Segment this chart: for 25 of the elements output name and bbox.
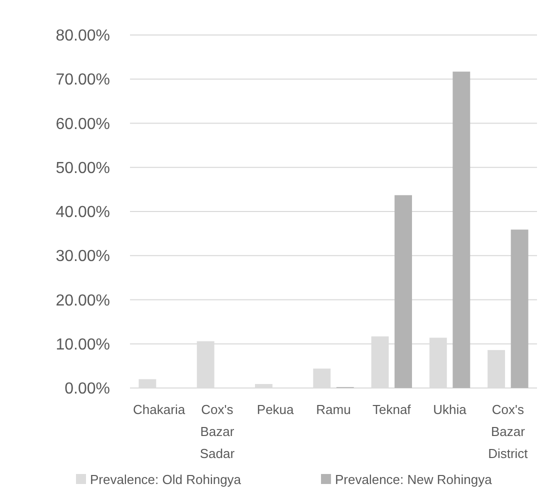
- x-tick-label: Cox's Bazar Sadar: [200, 402, 236, 461]
- x-tick-label: Pekua: [256, 402, 295, 417]
- y-tick-label: 70.00%: [56, 72, 110, 89]
- bar: [488, 350, 506, 388]
- y-tick-label: 50.00%: [56, 160, 110, 177]
- legend-label: Prevalence: Old Rohingya: [90, 472, 242, 487]
- y-tick-label: 40.00%: [56, 204, 110, 222]
- x-tick-label: Ramu: [316, 402, 351, 417]
- bar: [255, 384, 272, 388]
- x-tick-label: Chakaria: [133, 402, 186, 417]
- bar: [452, 72, 470, 388]
- y-tick-label: 30.00%: [56, 248, 110, 266]
- bar: [138, 379, 156, 388]
- y-tick-label: 60.00%: [56, 116, 110, 133]
- bar: [510, 230, 528, 388]
- y-tick-label: 0.00%: [64, 380, 110, 398]
- y-tick-label: 20.00%: [56, 292, 110, 310]
- y-tick-label: 10.00%: [56, 336, 110, 354]
- x-tick-label: Cox's Bazar District: [488, 402, 528, 461]
- legend-label: Prevalence: New Rohingya: [335, 472, 493, 487]
- bar: [313, 368, 331, 388]
- x-tick-label: Teknaf: [372, 402, 412, 417]
- x-tick-label: Ukhia: [433, 402, 468, 417]
- bar: [394, 195, 412, 388]
- y-tick-label: 80.00%: [56, 28, 110, 45]
